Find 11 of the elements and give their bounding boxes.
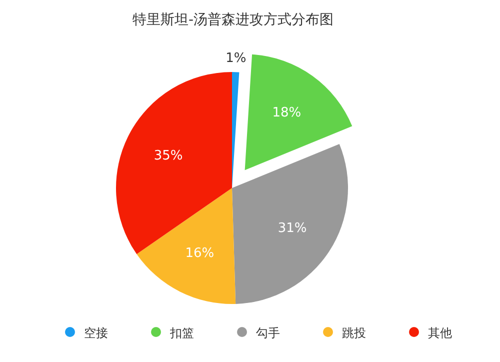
data-label: 16% <box>185 246 214 262</box>
legend-label: 扣篮 <box>169 326 194 340</box>
data-label: 31% <box>278 221 307 236</box>
chart-title: 特里斯坦-汤普森进攻方式分布图 <box>132 11 334 28</box>
legend-label: 勾手 <box>256 326 280 340</box>
legend-label: 空接 <box>84 326 108 340</box>
data-label: 18% <box>272 106 302 121</box>
data-label: 1% <box>226 51 246 66</box>
legend-label: 其他 <box>428 326 452 340</box>
legend-label: 跳投 <box>342 326 366 340</box>
data-label: 35% <box>154 148 183 164</box>
